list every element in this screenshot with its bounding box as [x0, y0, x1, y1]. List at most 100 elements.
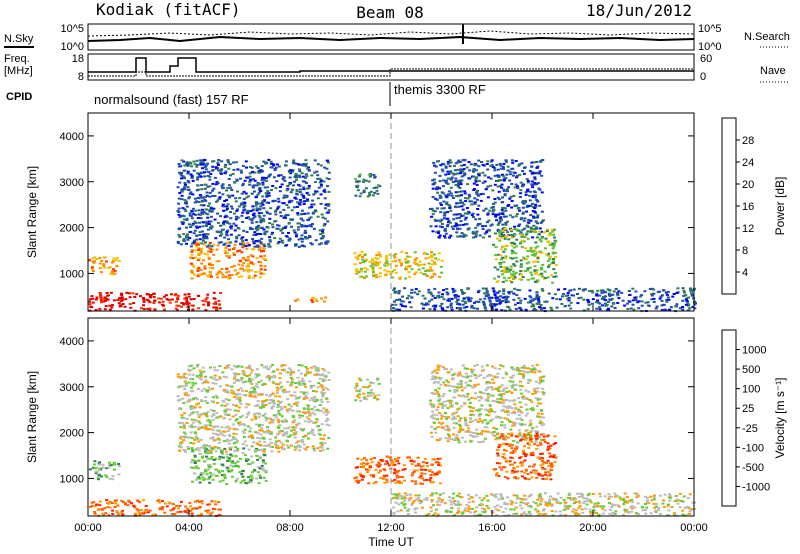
echo-cell-p1-r3 [176, 242, 180, 244]
echo-cell-p1-r8 [502, 266, 506, 269]
echo-cell-p1-r5 [378, 253, 382, 256]
echo-cell-p1-r3 [226, 229, 230, 232]
echo-cell-p1-r7 [496, 228, 500, 231]
echo-cell-p1-r7 [540, 210, 544, 213]
echo-cell-p2-r0 [110, 502, 114, 505]
echo-cell-p1-r9 [445, 288, 449, 290]
echo-cell-p2-r6 [517, 367, 521, 370]
echo-cell-p1-r2 [197, 248, 201, 251]
echo-cell-p2-r3 [233, 375, 237, 378]
echo-cell-p1-r3 [322, 235, 326, 238]
echo-cell-p2-r3 [306, 446, 310, 448]
echo-cell-p2-r6 [480, 391, 484, 394]
echo-cell-p2-r3 [276, 418, 280, 421]
echo-cell-p1-r3 [201, 167, 204, 170]
echo-cell-p1-r3 [299, 213, 303, 216]
echo-cell-p2-r6 [491, 365, 494, 368]
echo-cell-p1-r7 [460, 164, 464, 167]
echo-cell-p1-r3 [260, 212, 264, 214]
echo-cell-p1-r3 [208, 202, 211, 205]
echo-cell-p2-r3 [258, 413, 262, 416]
echo-cell-p1-r7 [538, 233, 542, 236]
echo-cell-p1-r2 [197, 247, 201, 250]
echo-cell-p2-r6 [456, 374, 460, 377]
echo-cell-p1-r3 [295, 174, 299, 177]
echo-cell-p1-r9 [579, 296, 583, 299]
echo-cell-p1-r8 [518, 278, 522, 281]
echo-cell-p2-r2 [234, 455, 238, 458]
echo-cell-p1-r8 [538, 250, 542, 253]
echo-cell-p1-r3 [196, 176, 200, 179]
echo-cell-p1-r0 [218, 303, 221, 306]
echo-cell-p1-r7 [474, 169, 478, 172]
echo-cell-p1-r2 [203, 267, 207, 270]
echo-cell-p2-r6 [460, 395, 464, 398]
echo-cell-p1-r1 [98, 262, 102, 265]
echo-cell-p1-r5 [386, 270, 389, 273]
echo-cell-p2-r4 [353, 477, 357, 480]
echo-cell-p2-r3 [264, 419, 268, 422]
echo-cell-p1-r7 [429, 208, 432, 210]
echo-cell-p1-r3 [316, 163, 320, 166]
echo-cell-p1-r0 [214, 306, 218, 309]
echo-cell-p1-r7 [473, 197, 477, 200]
echo-cell-p1-r3 [191, 224, 195, 227]
echo-cell-p2-r3 [269, 418, 273, 421]
echo-cell-p1-r3 [249, 226, 252, 229]
echo-cell-p1-r2 [244, 259, 248, 262]
echo-cell-p1-r0 [214, 301, 217, 304]
colorbar-tick-label: 4 [742, 267, 748, 279]
echo-cell-p1-r1 [91, 260, 95, 263]
echo-cell-p2-r0 [104, 512, 108, 515]
echo-cell-p2-r2 [200, 446, 203, 449]
echo-cell-p1-r5 [406, 260, 410, 262]
echo-cell-p1-r7 [463, 197, 467, 200]
echo-cell-p1-r3 [186, 162, 190, 165]
echo-cell-p1-r3 [203, 171, 206, 174]
echo-cell-p2-r3 [211, 418, 215, 421]
echo-cell-p1-r9 [513, 287, 517, 290]
echo-cell-p2-r2 [218, 458, 222, 461]
echo-cell-p2-r4 [437, 470, 441, 473]
echo-cell-p2-r6 [486, 397, 489, 400]
echo-cell-p1-r7 [526, 188, 530, 191]
echo-cell-p2-r3 [253, 415, 257, 418]
echo-cell-p1-r9 [499, 301, 503, 304]
echo-cell-p1-r6 [368, 191, 372, 194]
echo-cell-p1-r8 [546, 228, 549, 231]
echo-cell-p1-r5 [393, 269, 397, 271]
echo-cell-p1-r3 [225, 231, 229, 234]
echo-cell-p2-r3 [245, 390, 248, 393]
echo-cell-p2-r3 [235, 397, 239, 400]
echo-cell-p1-r7 [501, 223, 505, 226]
echo-cell-p1-r3 [317, 186, 321, 189]
echo-cell-p1-r3 [307, 217, 311, 220]
echo-cell-p1-r3 [307, 187, 311, 190]
echo-cell-p1-r3 [295, 193, 299, 196]
echo-cell-p1-r3 [285, 204, 289, 206]
echo-cell-p1-r8 [552, 233, 556, 236]
echo-cell-p2-r2 [251, 471, 254, 474]
echo-cell-p1-r3 [257, 224, 261, 227]
echo-cell-p1-r3 [285, 194, 289, 197]
echo-cell-p1-r8 [551, 258, 555, 260]
echo-cell-p1-r9 [601, 290, 604, 293]
echo-cell-p1-r7 [511, 216, 515, 219]
echo-cell-p1-r3 [232, 168, 236, 171]
echo-cell-p2-r3 [183, 412, 187, 415]
echo-cell-p1-r5 [425, 253, 429, 256]
echo-cell-p1-r0 [102, 297, 106, 300]
echo-cell-p1-r3 [181, 207, 185, 210]
echo-cell-p1-r5 [385, 255, 388, 258]
echo-cell-p2-r6 [530, 370, 534, 373]
echo-cell-p2-r6 [511, 380, 515, 383]
echo-cell-p1-r6 [362, 191, 366, 194]
echo-cell-p1-r5 [413, 273, 417, 276]
echo-cell-p2-r3 [259, 437, 263, 440]
echo-cell-p2-r3 [250, 445, 254, 448]
echo-cell-p1-r7 [538, 170, 542, 173]
echo-cell-p1-r3 [296, 163, 300, 166]
echo-cell-p2-r3 [268, 379, 271, 382]
echo-cell-p2-r5 [367, 391, 370, 394]
echo-cell-p1-r7 [537, 172, 541, 175]
